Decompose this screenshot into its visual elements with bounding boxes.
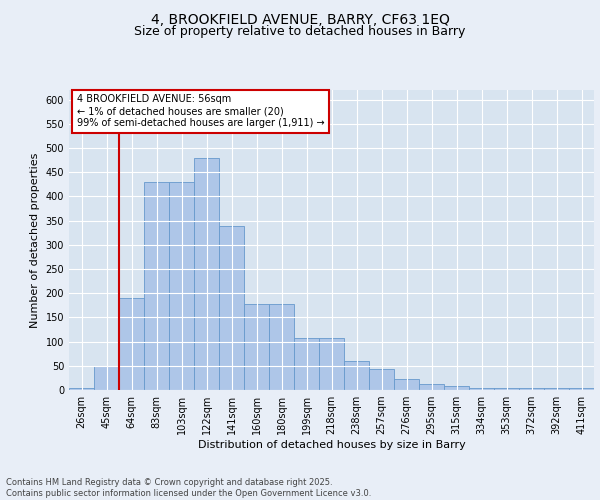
Bar [419, 384, 444, 390]
Bar [369, 368, 394, 390]
Bar [169, 182, 194, 390]
Bar [119, 298, 144, 390]
Bar [144, 182, 169, 390]
Bar [69, 388, 94, 390]
Bar [194, 158, 219, 390]
Bar [469, 388, 494, 390]
Bar [219, 226, 244, 390]
Bar [94, 366, 119, 390]
Bar [394, 379, 419, 390]
Text: Contains HM Land Registry data © Crown copyright and database right 2025.
Contai: Contains HM Land Registry data © Crown c… [6, 478, 371, 498]
Bar [319, 338, 344, 390]
Bar [294, 338, 319, 390]
Text: 4, BROOKFIELD AVENUE, BARRY, CF63 1EQ: 4, BROOKFIELD AVENUE, BARRY, CF63 1EQ [151, 12, 449, 26]
Bar [494, 388, 519, 390]
Bar [569, 388, 594, 390]
Bar [519, 388, 544, 390]
Text: 4 BROOKFIELD AVENUE: 56sqm
← 1% of detached houses are smaller (20)
99% of semi-: 4 BROOKFIELD AVENUE: 56sqm ← 1% of detac… [77, 94, 325, 128]
Bar [544, 388, 569, 390]
Bar [269, 304, 294, 390]
Y-axis label: Number of detached properties: Number of detached properties [30, 152, 40, 328]
Text: Size of property relative to detached houses in Barry: Size of property relative to detached ho… [134, 25, 466, 38]
X-axis label: Distribution of detached houses by size in Barry: Distribution of detached houses by size … [197, 440, 466, 450]
Bar [344, 361, 369, 390]
Bar [444, 386, 469, 390]
Bar [244, 304, 269, 390]
